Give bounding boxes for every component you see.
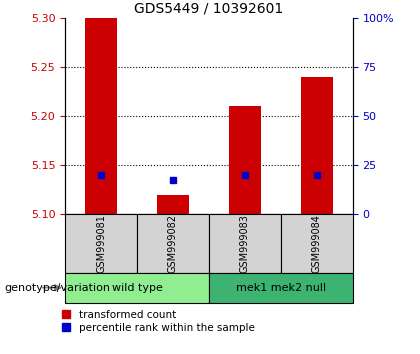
Bar	[65, 273, 209, 303]
Text: mek1 mek2 null: mek1 mek2 null	[236, 282, 326, 293]
Text: GSM999081: GSM999081	[96, 214, 106, 273]
Bar	[137, 214, 209, 273]
Title: GDS5449 / 10392601: GDS5449 / 10392601	[134, 1, 284, 15]
Text: GSM999084: GSM999084	[312, 214, 322, 273]
Bar	[157, 194, 189, 214]
Bar	[301, 76, 333, 214]
Legend: transformed count, percentile rank within the sample: transformed count, percentile rank withi…	[62, 310, 255, 333]
Bar	[65, 214, 137, 273]
Bar	[209, 214, 281, 273]
Text: GSM999083: GSM999083	[240, 214, 250, 273]
Bar	[281, 214, 353, 273]
Bar	[85, 18, 117, 214]
Bar	[229, 106, 261, 214]
Bar	[209, 273, 353, 303]
Text: genotype/variation: genotype/variation	[4, 282, 110, 293]
Text: GSM999082: GSM999082	[168, 214, 178, 273]
Text: wild type: wild type	[112, 282, 163, 293]
